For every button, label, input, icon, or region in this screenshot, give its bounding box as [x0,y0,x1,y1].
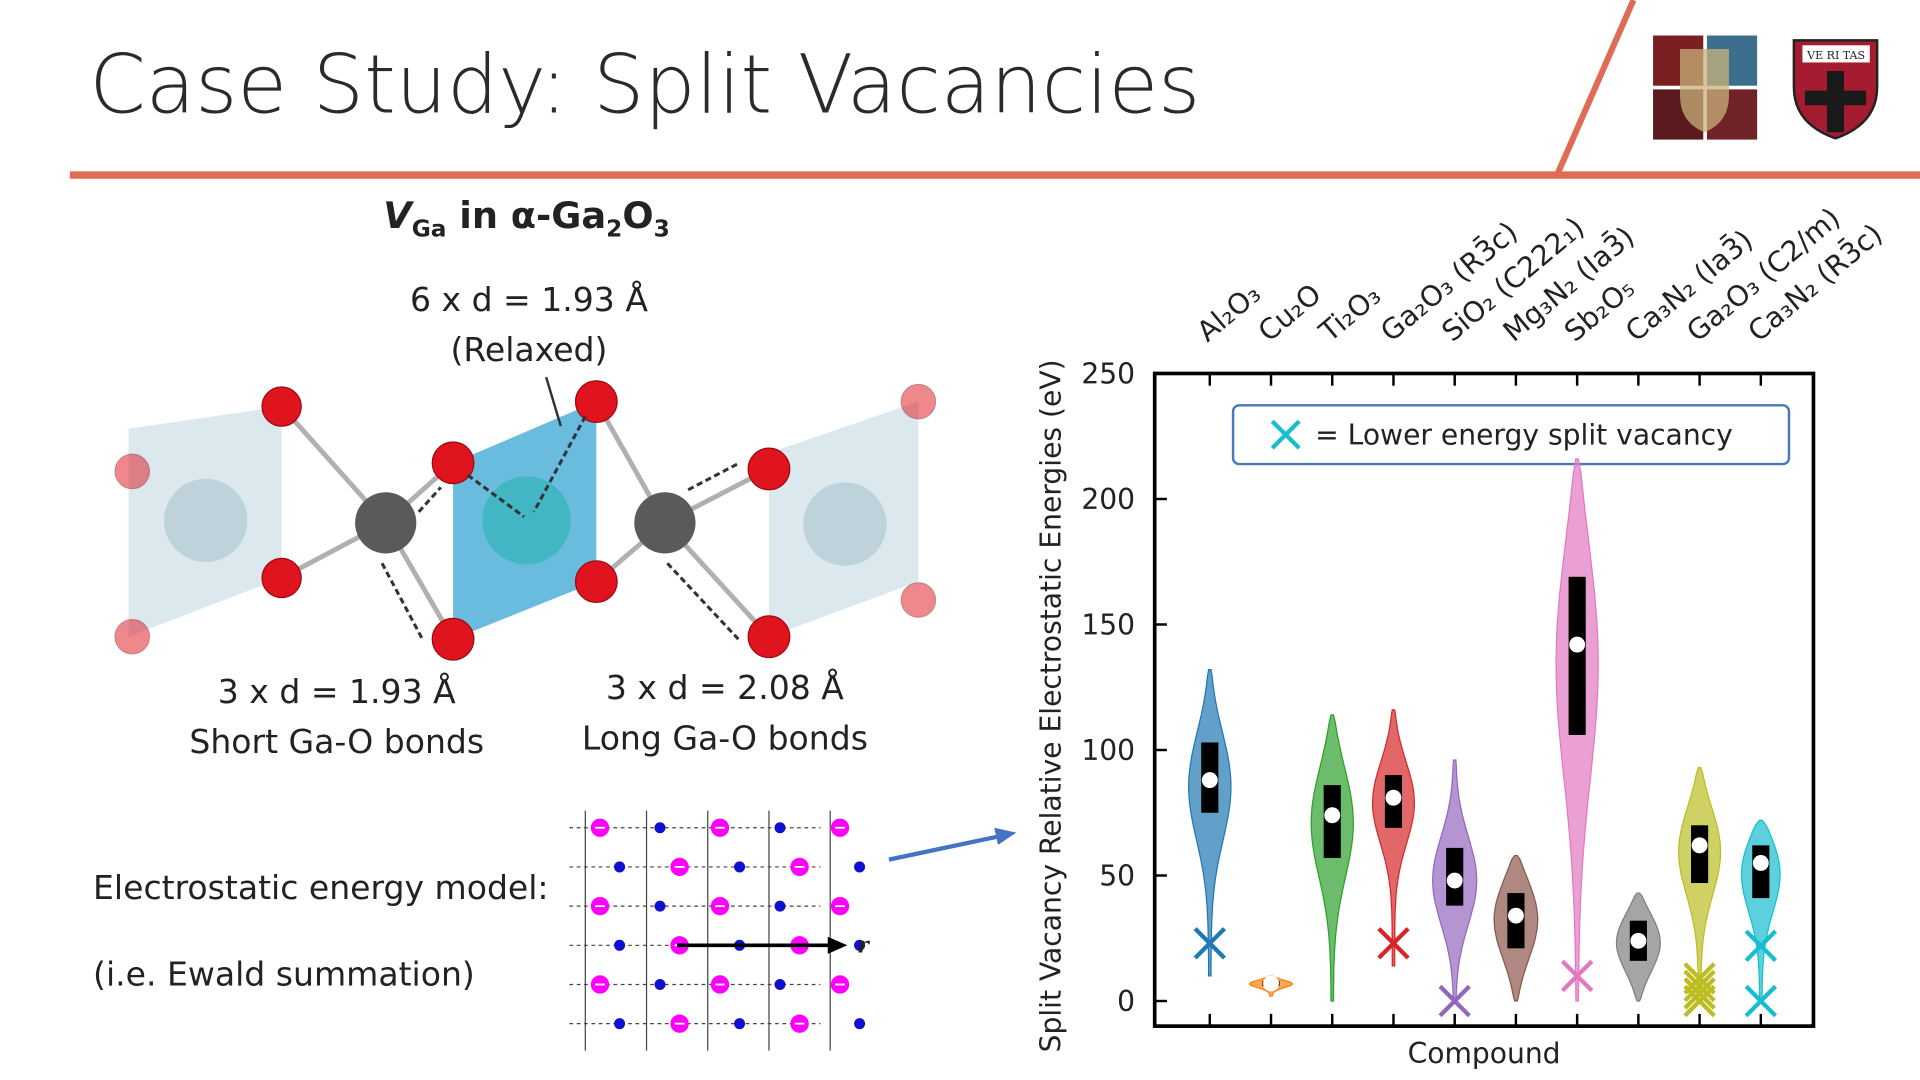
iqr-box [1691,825,1709,884]
x-axis-title: Compound [1408,1037,1561,1070]
cation [654,822,666,834]
cation [654,978,666,990]
pointer-arrow [888,834,1000,862]
model-label: Electrostatic energy model: [93,868,549,907]
y-tick-label: 100 [1081,734,1135,767]
cation [854,939,866,951]
header-diagonal [1554,0,1637,176]
logo-motto: VE RI TAS [1806,49,1865,62]
cation [734,1018,746,1030]
cation [774,900,786,912]
cation [774,978,786,990]
crystal-structure [114,376,937,661]
median-dot [1201,772,1218,789]
median-dot [1446,872,1463,889]
cation [854,1018,866,1030]
split-marker [1438,984,1471,1018]
heading-text: O [622,194,653,237]
logo-tiles [1653,35,1758,140]
split-marker [1683,969,1716,1003]
cation [614,939,626,951]
split-marker [1744,984,1778,1018]
median-dot [1507,907,1524,924]
lattice [569,810,866,1051]
y-tick-label: 200 [1081,483,1135,516]
y-tick-label: 150 [1081,608,1135,641]
plot-frame [1152,371,1816,1028]
violin-body [1187,669,1232,977]
long-bond: 3 x d = 2.08 Å [606,667,844,707]
legend-marker [1270,419,1301,450]
heading-subscript: Ga [412,215,447,242]
cation [614,1018,626,1030]
y-tick-label: 0 [1117,985,1135,1018]
structure-heading: VGa in α-Ga2O3 [383,194,669,243]
relaxed-bond: 6 x d = 1.93 Å [410,279,648,319]
logo-shield: VE RI TAS [1792,39,1879,140]
median-dot [1691,837,1708,854]
heading-text: V [383,194,414,237]
violin-body [1371,709,1416,967]
heading-subscript: 2 [606,215,622,242]
heading-subscript: 3 [654,215,670,242]
split-marker [1560,959,1594,993]
split-marker [1683,977,1716,1010]
x-tick-label: Al₂O₃ [1191,277,1267,348]
lattice-arrowhead [827,936,848,954]
split-marker [1744,929,1778,963]
iqr-box [1752,845,1770,899]
model-note: (i.e. Ewald summation) [93,955,475,994]
cation [654,900,666,912]
x-tick-label: Ti₂O₃ [1312,279,1387,349]
legend-box [1231,404,1791,466]
y-tick-label: 50 [1099,859,1135,892]
cation [614,861,626,873]
split-marker [1377,927,1410,960]
violin-chart: 0 50 100 150 200 250 Split Vacancy Relative El… [1034,201,1888,1070]
long-label: Long Ga-O bonds [582,718,868,757]
heading-text: in α-Ga [446,194,606,237]
cation [774,822,786,834]
legend-label: = Lower energy split vacancy [1315,418,1733,451]
x-tick-label: Cu₂O [1252,277,1328,348]
median-dot [1324,807,1341,824]
y-tick-label: 250 [1081,357,1135,390]
median-dot [1263,975,1279,992]
median-dot [1385,789,1402,806]
short-label: Short Ga-O bonds [189,722,484,761]
median-dot [1752,855,1769,871]
split-marker [1193,927,1227,960]
split-marker [1683,962,1716,995]
lattice-axis-label: r [857,933,870,959]
median-dot [1630,932,1647,949]
y-axis-title: Split Vacancy Relative Electrostatic Ene… [1034,359,1067,1052]
iqr-box [1568,576,1586,735]
cation [854,861,866,873]
pointer-arrowhead [994,827,1017,845]
slide-title: Case Study: Split Vacancies [89,39,1200,133]
cation [734,861,746,873]
short-bond: 3 x d = 1.93 Å [218,671,456,711]
relaxed-note: (Relaxed) [451,330,608,369]
median-dot [1569,636,1586,653]
